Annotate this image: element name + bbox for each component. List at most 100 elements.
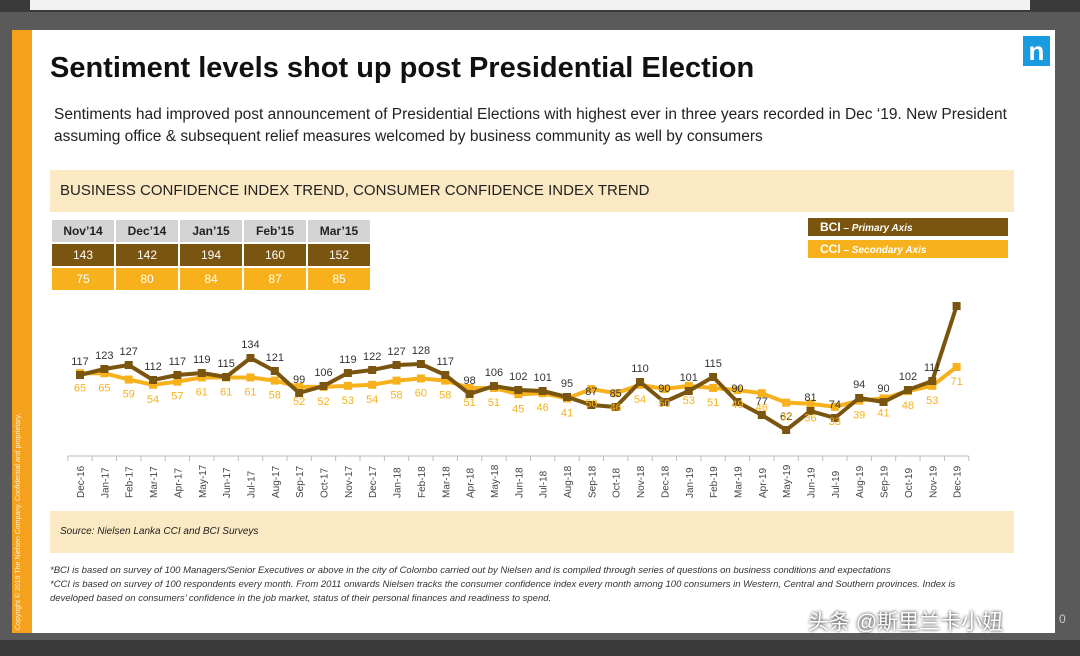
history-bci-value: 152	[308, 244, 370, 266]
bci-data-label: 90	[658, 383, 670, 395]
cci-data-label: 53	[926, 395, 938, 407]
x-tick-label: Jun-18	[514, 467, 525, 498]
cci-point	[392, 376, 401, 385]
bci-data-label: 85	[610, 388, 622, 400]
slide-subtitle: Sentiments had improved post announcemen…	[54, 106, 1007, 145]
bci-data-label: 102	[899, 371, 917, 383]
cci-data-label: 53	[342, 395, 354, 407]
bci-point	[757, 411, 766, 419]
x-tick-label: Apr-18	[466, 468, 477, 498]
cci-point	[660, 385, 669, 393]
bci-data-label: 127	[120, 346, 138, 358]
bci-point	[465, 390, 474, 398]
bci-point	[830, 414, 839, 422]
history-cci-value: 80	[116, 268, 178, 290]
cci-data-label: 51	[463, 397, 475, 409]
bci-data-label: 74	[829, 399, 841, 411]
bci-data-label: 95	[561, 378, 573, 390]
x-tick-label: Jun-17	[222, 467, 233, 498]
cci-point	[806, 399, 815, 408]
bci-data-label: 102	[509, 371, 527, 383]
bci-data-label: 106	[314, 367, 332, 379]
bci-data-label: 110	[631, 363, 649, 375]
bci-data-label: 94	[853, 379, 865, 391]
x-tick-label: Nov-19	[928, 465, 939, 498]
cci-point	[295, 382, 304, 391]
bci-point	[368, 366, 377, 374]
bci-data-label: 128	[412, 345, 430, 357]
x-tick-label: Mar-19	[733, 466, 744, 498]
x-tick-label: Dec-16	[76, 465, 87, 498]
bci-data-label: 119	[193, 354, 211, 366]
bci-data-label: 119	[339, 354, 357, 366]
cci-data-label: 71	[950, 376, 962, 388]
chart-header-band: BUSINESS CONFIDENCE INDEX TREND, CONSUME…	[50, 170, 1014, 212]
cci-data-label: 61	[196, 386, 208, 398]
cci-point	[952, 362, 961, 371]
left-accent-strip: Copyright © 2019 The Nielsen Company. Co…	[12, 30, 32, 633]
x-tick-label: Aug-19	[855, 465, 866, 498]
cci-point	[368, 380, 377, 389]
bci-point	[343, 369, 352, 377]
history-cci-value: 84	[180, 268, 242, 290]
legend-bci-axis: – Primary Axis	[840, 223, 913, 234]
cci-data-label: 65	[74, 382, 86, 394]
cci-data-label: 48	[902, 400, 914, 412]
history-month: Feb’15	[244, 220, 306, 242]
history-month: Mar’15	[308, 220, 370, 242]
x-tick-label: Aug-18	[563, 465, 574, 498]
cci-point	[343, 381, 352, 390]
chart-legend: BCI – Primary Axis CCI – Secondary Axis	[808, 218, 1008, 262]
bci-point	[416, 360, 425, 368]
legend-cci-label: CCI	[820, 242, 841, 256]
bci-point	[879, 398, 888, 406]
history-month: Dec’14	[116, 220, 178, 242]
cci-data-label: 50	[585, 398, 597, 410]
x-tick-label: Sep-18	[587, 465, 598, 498]
cci-data-label: 46	[537, 402, 549, 414]
x-tick-label: May-19	[782, 464, 793, 498]
source-text: Source: Nielsen Lanka CCI and BCI Survey…	[60, 526, 259, 537]
cci-point	[757, 389, 766, 398]
bci-point	[733, 398, 742, 406]
confidence-line-chart: 117 123 127 112 117 119 115 134 121 99 106 119 122 12…	[67, 292, 970, 498]
x-tick-label: Feb-17	[125, 466, 136, 498]
x-tick-label: Apr-19	[758, 468, 769, 498]
bci-data-label: 186	[947, 292, 965, 293]
legend-cci-axis: – Secondary Axis	[840, 245, 927, 256]
legend-bci-label: BCI	[820, 220, 841, 234]
cci-data-label: 51	[707, 397, 719, 409]
cci-point	[465, 383, 474, 392]
bci-point	[611, 403, 620, 411]
cci-data-label: 52	[293, 396, 305, 408]
bci-point	[684, 387, 693, 395]
history-cci-value: 75	[52, 268, 114, 290]
previous-slide-edge	[30, 0, 1030, 10]
x-tick-label: Feb-18	[417, 466, 428, 498]
bci-data-label: 117	[71, 356, 89, 368]
bci-point	[100, 365, 109, 373]
bci-point	[952, 302, 961, 310]
history-bci-value: 194	[180, 244, 242, 266]
bci-point	[392, 361, 401, 369]
cci-data-label: 59	[123, 389, 135, 401]
bci-point	[270, 367, 279, 375]
cci-data-label: 65	[98, 382, 110, 394]
x-tick-label: May-17	[198, 464, 209, 498]
x-tick-label: Sep-19	[880, 465, 891, 498]
history-months-row: Nov’14 Dec’14 Jan’15 Feb’15 Mar’15	[52, 220, 370, 242]
history-table: Nov’14 Dec’14 Jan’15 Feb’15 Mar’15 143 1…	[50, 218, 372, 292]
bci-data-label: 106	[485, 367, 503, 379]
x-tick-label: Aug-17	[271, 465, 282, 498]
copyright-text: Copyright © 2019 The Nielsen Company. Co…	[15, 413, 22, 630]
cci-point	[611, 389, 620, 398]
footnote-bci: *BCI is based on survey of 100 Managers/…	[50, 565, 891, 576]
bci-data-label: 115	[704, 358, 722, 370]
bci-point	[514, 386, 523, 394]
x-tick-label: Jul-18	[539, 470, 550, 498]
bci-data-label: 62	[780, 411, 792, 423]
cci-point	[149, 380, 158, 389]
cci-data-label: 58	[269, 390, 281, 402]
bci-data-label: 134	[241, 339, 259, 351]
cci-point	[733, 386, 742, 395]
